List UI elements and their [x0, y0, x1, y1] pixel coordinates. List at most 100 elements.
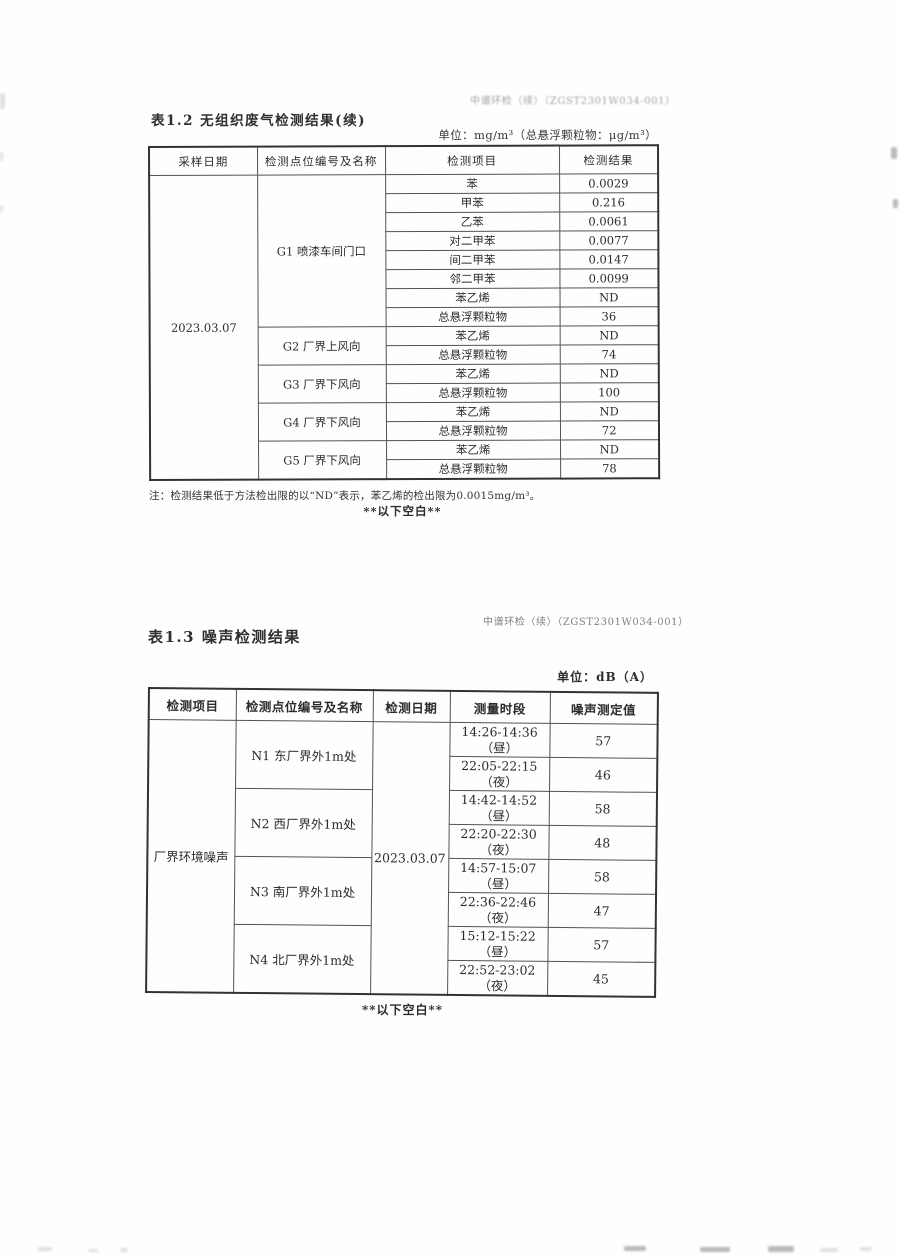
scan-artifact [0, 93, 5, 109]
header-cell: 检测日期 [372, 690, 450, 723]
noise-table-unit: 单位：dB（A） [557, 670, 653, 684]
time-cell: 22:36-22:46 （夜） [447, 892, 549, 928]
day-night-label: （昼） [480, 739, 519, 756]
report-code-stamp-top: 中谱环检（续）（ZGST2301W034-001） [470, 96, 676, 107]
day-night-label: （昼） [479, 875, 517, 892]
result-cell: ND [559, 401, 659, 422]
point-cell: N3 南厂界外1m处 [233, 856, 372, 926]
header-cell: 检测点位编号及名称 [257, 146, 386, 176]
item-cell: 总悬浮颗粒物 [386, 459, 561, 480]
item-cell: 邻二甲苯 [385, 269, 560, 289]
value-cell: 58 [548, 791, 658, 827]
time-cell: 15:12-15:22 （昼） [447, 926, 548, 962]
table-row: 2023.03.07 G1 喷漆车间门口 苯 0.0029 [149, 173, 659, 480]
item-cell: 总悬浮颗粒物 [385, 345, 560, 365]
day-night-label: （昼） [479, 807, 518, 824]
header-cell: 检测项目 [148, 688, 236, 721]
item-cell: 苯乙烯 [385, 288, 560, 308]
result-cell: 74 [559, 344, 659, 365]
header-cell: 测量时段 [449, 690, 550, 724]
day-night-label: （昼） [478, 943, 517, 960]
item-cell: 总悬浮颗粒物 [385, 307, 560, 327]
result-cell: 0.0099 [559, 268, 659, 289]
result-cell: 100 [559, 382, 659, 403]
time-range: 22:05-22:15 [461, 757, 538, 774]
result-cell: 78 [560, 458, 660, 479]
point-cell: G1 喷漆车间门口 [257, 174, 386, 328]
scan-artifact [38, 1247, 52, 1251]
result-cell: 0.0077 [559, 230, 659, 251]
result-cell: 0.216 [559, 192, 659, 213]
result-cell: 0.0029 [559, 173, 659, 194]
item-cell: 间二甲苯 [385, 250, 560, 270]
day-night-label: （夜） [479, 841, 518, 858]
below-blank-marker: **以下空白** [363, 504, 442, 518]
point-cell: G3 厂界下风向 [257, 364, 386, 404]
item-cell: 总悬浮颗粒物 [385, 421, 561, 441]
result-cell: ND [560, 439, 660, 460]
item-cell: 对二甲苯 [385, 231, 560, 251]
scan-artifact [0, 205, 3, 212]
value-cell: 57 [547, 927, 656, 963]
noise-table-wrap: 检测项目 检测点位编号及名称 检测日期 测量时段 噪声测定值 厂界环境噪声 N1… [145, 687, 659, 998]
day-night-label: （夜） [478, 977, 516, 994]
time-cell: 14:42-14:52 （昼） [448, 790, 550, 826]
table-row: 厂界环境噪声 N1 东厂界外1m处 2023.03.07 14:26-14:36… [146, 719, 658, 995]
result-cell: ND [559, 287, 659, 308]
scan-artifact [768, 1246, 794, 1252]
item-cell: 甲苯 [385, 193, 560, 213]
point-cell: N1 东厂界外1m处 [235, 720, 373, 790]
item-cell: 苯乙烯 [386, 440, 561, 460]
below-blank-marker: **以下空白** [361, 1003, 444, 1017]
noise-results-table: 检测项目 检测点位编号及名称 检测日期 测量时段 噪声测定值 厂界环境噪声 N1… [145, 687, 659, 998]
time-cell: 22:52-23:02 （夜） [447, 960, 548, 996]
result-cell: 0.0061 [559, 211, 659, 232]
item-cell: 乙苯 [385, 212, 560, 232]
item-cell: 苯乙烯 [385, 326, 560, 346]
scan-artifact [700, 1247, 730, 1252]
gas-table-title: 表1.2 无组织废气检测结果(续) [151, 113, 366, 129]
scan-artifact [820, 1248, 838, 1252]
scan-artifact [0, 152, 3, 161]
gas-table-unit: 单位：mg/m³（总悬浮颗粒物：μg/m³） [438, 128, 657, 142]
time-range: 14:26-14:36 [461, 723, 538, 740]
date-cell: 2023.03.07 [149, 175, 259, 480]
project-cell: 厂界环境噪声 [146, 719, 236, 993]
point-cell: G4 厂界下风向 [257, 402, 387, 442]
scan-artifact [891, 147, 897, 159]
result-cell: 36 [559, 306, 659, 327]
header-cell: 检测点位编号及名称 [235, 688, 373, 722]
value-cell: 57 [549, 723, 658, 759]
point-cell: G5 厂界下风向 [258, 440, 387, 480]
time-range: 22:20-22:30 [460, 825, 537, 842]
time-range: 22:52-23:02 [459, 961, 536, 978]
report-code-stamp-mid: 中谱环检（续）（ZGST2301W034-001） [483, 617, 689, 628]
point-cell: G2 厂界上风向 [257, 326, 386, 366]
scan-artifact [624, 1246, 646, 1251]
value-cell: 45 [547, 961, 656, 997]
noise-table-title: 表1.3 噪声检测结果 [148, 628, 301, 646]
scan-artifact [860, 1247, 872, 1251]
item-cell: 苯乙烯 [385, 364, 560, 384]
gas-table-wrap: 采样日期 检测点位编号及名称 检测项目 检测结果 2023.03.07 G1 喷… [148, 144, 661, 481]
item-cell: 苯 [385, 174, 560, 194]
result-cell: 72 [559, 420, 660, 441]
gas-table-note: 注：检测结果低于方法检出限的以“ND”表示，苯乙烯的检出限为0.0015mg/m… [149, 490, 541, 502]
point-cell: N4 北厂界外1m处 [233, 924, 371, 995]
time-range: 14:57-15:07 [460, 859, 537, 876]
value-cell: 47 [547, 893, 657, 929]
gas-results-table: 采样日期 检测点位编号及名称 检测项目 检测结果 2023.03.07 G1 喷… [148, 144, 661, 481]
date-cell: 2023.03.07 [370, 721, 450, 995]
item-cell: 苯乙烯 [385, 402, 560, 422]
time-cell: 22:20-22:30 （夜） [448, 824, 549, 860]
value-cell: 46 [549, 757, 658, 793]
scan-artifact [88, 1249, 98, 1252]
day-night-label: （夜） [480, 773, 518, 790]
time-cell: 22:05-22:15 （夜） [449, 756, 550, 792]
noise-header-row: 检测项目 检测点位编号及名称 检测日期 测量时段 噪声测定值 [148, 688, 658, 725]
item-cell: 总悬浮颗粒物 [385, 383, 560, 403]
header-cell: 噪声测定值 [549, 691, 658, 725]
scan-artifact [893, 199, 898, 208]
point-cell: N2 西厂界外1m处 [234, 788, 373, 858]
